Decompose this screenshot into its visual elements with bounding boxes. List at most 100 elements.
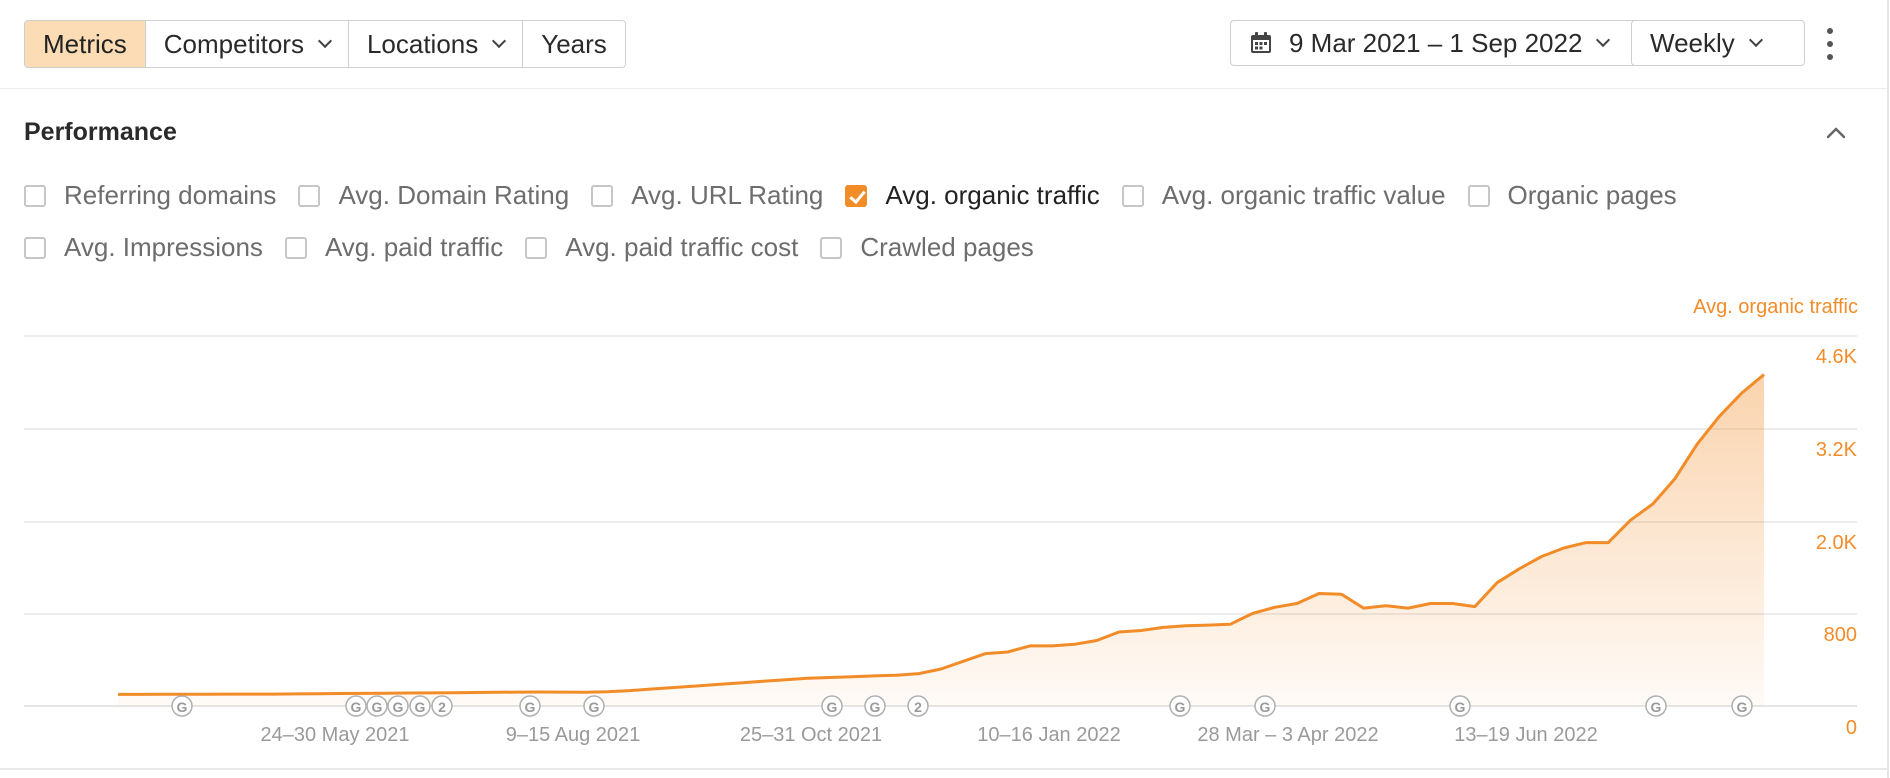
metrics-row-1: Referring domains Avg. Domain Rating Avg… [24, 180, 1699, 211]
more-vertical-icon[interactable] [1820, 28, 1840, 60]
metric-label: Avg. organic traffic [885, 180, 1100, 210]
google-update-marker-label: G [1455, 699, 1466, 715]
google-update-marker-label: G [1651, 699, 1662, 715]
google-update-marker-label: G [372, 699, 383, 715]
google-update-marker-label: G [1175, 699, 1186, 715]
google-update-marker-label: G [589, 699, 600, 715]
y-tick-label: 800 [1824, 624, 1857, 646]
y-tick-label: 3.2K [1816, 439, 1858, 461]
tab-metrics[interactable]: Metrics [25, 21, 145, 67]
view-tabs: Metrics Competitors Locations Years [24, 20, 626, 68]
y-tick-label: 4.6K [1816, 346, 1858, 368]
google-update-marker-label: G [177, 699, 188, 715]
google-update-marker [387, 695, 409, 717]
interval-value: Weekly [1650, 27, 1735, 58]
tab-years[interactable]: Years [522, 21, 625, 67]
metric-avg-domain-rating[interactable]: Avg. Domain Rating [298, 180, 569, 211]
google-update-marker-label: 2 [914, 699, 922, 715]
toolbar-divider [0, 88, 1887, 89]
google-update-marker-label: G [393, 699, 404, 715]
frame-border [1887, 0, 1889, 778]
tab-metrics-label: Metrics [43, 28, 127, 59]
checkbox[interactable] [525, 236, 548, 259]
google-update-marker [907, 695, 929, 717]
calendar-icon [1251, 32, 1271, 53]
x-tick-label: 25–31 Oct 2021 [740, 724, 882, 746]
x-tick-label: 10–16 Jan 2022 [977, 724, 1120, 746]
y-tick-label: 0 [1846, 717, 1857, 739]
google-update-marker [864, 695, 886, 717]
metric-avg-organic-traffic-value[interactable]: Avg. organic traffic value [1121, 180, 1446, 211]
checkbox[interactable] [24, 184, 46, 207]
date-range-picker[interactable]: 9 Mar 2021 – 1 Sep 2022 [1230, 20, 1642, 66]
google-update-marker [1645, 695, 1667, 717]
google-update-marker [1731, 695, 1753, 717]
checkbox[interactable] [591, 184, 614, 207]
tab-competitors-label: Competitors [163, 28, 304, 59]
google-update-marker [519, 695, 541, 717]
metric-label: Avg. URL Rating [631, 180, 824, 210]
google-update-marker [1169, 695, 1191, 717]
checkbox-checked[interactable] [845, 184, 868, 207]
google-update-marker [345, 695, 367, 717]
google-update-marker-label: G [415, 699, 426, 715]
y-tick-label: 2.0K [1816, 532, 1858, 554]
metrics-row-2: Avg. Impressions Avg. paid traffic Avg. … [24, 232, 1056, 263]
checkbox[interactable] [820, 236, 843, 259]
tab-locations[interactable]: Locations [347, 21, 523, 67]
metric-avg-impressions[interactable]: Avg. Impressions [24, 232, 263, 263]
google-update-marker [409, 695, 431, 717]
metric-avg-organic-traffic[interactable]: Avg. organic traffic [845, 180, 1100, 211]
checkbox[interactable] [1467, 184, 1490, 207]
series-axis-label: Avg. organic traffic [1693, 296, 1858, 318]
metric-label: Crawled pages [860, 232, 1034, 262]
interval-select[interactable]: Weekly [1631, 20, 1805, 66]
metric-label: Avg. organic traffic value [1161, 180, 1446, 210]
x-tick-label: 24–30 May 2021 [260, 724, 409, 746]
google-update-marker-label: G [870, 699, 881, 715]
toolbar: Metrics Competitors Locations Years [24, 20, 1890, 68]
metric-label: Avg. Domain Rating [338, 180, 570, 210]
google-update-marker-label: G [525, 699, 536, 715]
checkbox[interactable] [298, 184, 321, 207]
metric-label: Organic pages [1507, 180, 1677, 210]
metric-label: Avg. paid traffic [324, 232, 504, 262]
checkbox[interactable] [24, 236, 46, 259]
metric-label: Referring domains [64, 180, 277, 210]
metric-organic-pages[interactable]: Organic pages [1467, 180, 1677, 211]
metric-label: Avg. paid traffic cost [565, 232, 799, 262]
series-area [118, 374, 1764, 706]
google-update-marker-label: G [1260, 699, 1271, 715]
google-update-marker-label: G [1737, 699, 1748, 715]
google-update-marker-label: G [351, 699, 362, 715]
google-update-marker [171, 695, 193, 717]
metric-label: Avg. Impressions [64, 232, 263, 262]
google-update-marker [431, 695, 453, 717]
metric-crawled-pages[interactable]: Crawled pages [820, 232, 1034, 263]
tab-years-label: Years [541, 28, 607, 59]
checkbox[interactable] [1121, 184, 1144, 207]
tab-competitors[interactable]: Competitors [144, 21, 348, 67]
date-range-value: 9 Mar 2021 – 1 Sep 2022 [1289, 27, 1583, 58]
metric-avg-paid-traffic-cost[interactable]: Avg. paid traffic cost [525, 232, 798, 263]
google-update-marker [821, 695, 843, 717]
metric-referring-domains[interactable]: Referring domains [24, 180, 276, 211]
google-update-marker-label: 2 [438, 699, 446, 715]
panel-title: Performance [24, 118, 177, 146]
tab-locations-label: Locations [366, 28, 479, 59]
google-update-marker [366, 695, 388, 717]
x-tick-label: 13–19 Jun 2022 [1454, 724, 1597, 746]
metric-avg-url-rating[interactable]: Avg. URL Rating [591, 180, 823, 211]
x-tick-label: 9–15 Aug 2021 [506, 724, 641, 746]
google-update-marker-label: G [827, 699, 838, 715]
chevron-up-icon[interactable] [1825, 122, 1847, 144]
series-line [118, 373, 1765, 696]
panel-bottom-border [0, 768, 1887, 770]
checkbox[interactable] [284, 236, 307, 259]
google-update-marker [1254, 695, 1276, 717]
x-tick-label: 28 Mar – 3 Apr 2022 [1197, 724, 1378, 746]
metric-avg-paid-traffic[interactable]: Avg. paid traffic [284, 232, 504, 263]
google-update-marker [583, 695, 605, 717]
